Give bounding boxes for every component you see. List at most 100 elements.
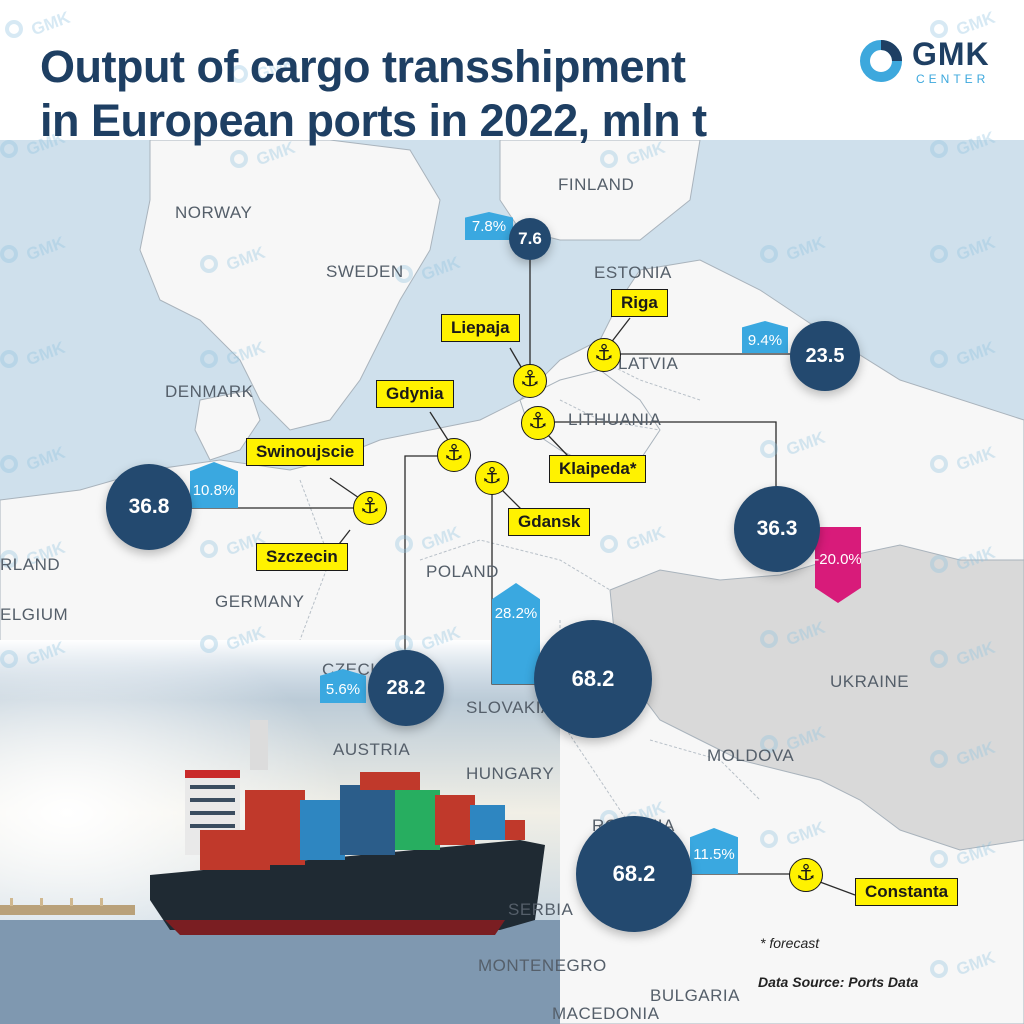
anchor-icon-constanta: ⚓ (789, 858, 823, 892)
page-title: Output of cargo transshipment in Europea… (40, 40, 707, 148)
volume-bubble-gdynia: 28.2 (368, 650, 444, 726)
change-badge-szczecin-swinoujscie: 10.8% (190, 462, 238, 508)
watermark: GMK (0, 638, 90, 680)
connector-gdansk-label (499, 487, 523, 511)
anchor-icon-liepaja: ⚓ (513, 364, 547, 398)
watermark-ring-icon (930, 245, 948, 263)
logo-subtitle: CENTER (916, 72, 990, 86)
watermark: GMK (760, 233, 850, 275)
watermark-ring-icon (930, 750, 948, 768)
watermark-ring-icon (760, 245, 778, 263)
country-bulgaria: BULGARIA (650, 986, 740, 1005)
watermark-ring-icon (0, 455, 18, 473)
watermark: GMK (930, 338, 1020, 380)
watermark-ring-icon (0, 245, 18, 263)
volume-bubble-constanta: 68.2 (576, 816, 692, 932)
anchor-icon-klaipeda: ⚓ (521, 406, 555, 440)
connector-gdansk (491, 478, 540, 685)
watermark: GMK (930, 838, 1020, 880)
watermark-ring-icon (200, 635, 218, 653)
watermark-ring-icon (395, 265, 413, 283)
country-macedonia: MACEDONIA (552, 1004, 660, 1023)
country-ukraine: UKRAINE (830, 672, 910, 691)
watermark: GMK (200, 243, 290, 285)
watermark: GMK (200, 528, 290, 570)
watermark: GMK (930, 128, 1020, 170)
watermark-ring-icon (760, 830, 778, 848)
watermark: GMK (0, 443, 90, 485)
watermark: GMK (930, 948, 1020, 990)
country-austria: AUSTRIA (333, 740, 411, 759)
title-line-2: in European ports in 2022, mln t (40, 95, 707, 146)
watermark-ring-icon (5, 20, 23, 38)
watermark-ring-icon (230, 150, 248, 168)
port-label-klaipeda: Klaipeda* (549, 455, 647, 483)
port-label-liepaja: Liepaja (441, 314, 520, 342)
volume-bubble-liepaja: 7.6 (509, 218, 551, 260)
watermark-ring-icon (760, 440, 778, 458)
country-latvia: LATVIA (618, 354, 679, 373)
watermark: GMK (930, 638, 1020, 680)
watermark-ring-icon (200, 540, 218, 558)
watermark: GMK (760, 618, 850, 660)
title-backdrop (0, 0, 1024, 140)
watermark-ring-icon (930, 455, 948, 473)
land-ukraine (609, 544, 1024, 851)
anchor-icon-szczecin: ⚓ (353, 491, 387, 525)
logo-ring-icon (860, 40, 902, 82)
watermark: GMK (395, 523, 485, 565)
watermark: GMK (930, 738, 1020, 780)
anchor-icon-riga: ⚓ (587, 338, 621, 372)
change-badge-gdynia: 5.6% (320, 669, 366, 703)
watermark-ring-icon (930, 350, 948, 368)
land-baltics (519, 369, 661, 471)
watermark-ring-icon (930, 650, 948, 668)
country-poland: POLAND (426, 562, 499, 581)
watermark: GMK (930, 443, 1020, 485)
title-line-1: Output of cargo transshipment (40, 41, 686, 92)
change-badge-gdansk: 28.2% (492, 583, 540, 684)
watermark-ring-icon (0, 140, 18, 158)
volume-bubble-szczecin-swinoujscie: 36.8 (106, 464, 192, 550)
country-estonia: ESTONIA (594, 263, 672, 282)
country-norway: NORWAY (175, 203, 253, 222)
watermark: GMK (600, 138, 690, 180)
watermark: GMK (930, 543, 1020, 585)
country-belgium: ELGIUM (0, 605, 69, 624)
port-label-riga: Riga (611, 289, 668, 317)
watermark: GMK (230, 138, 320, 180)
watermark: GMK (930, 233, 1020, 275)
watermark-ring-icon (930, 555, 948, 573)
volume-bubble-klaipeda: 36.3 (734, 486, 820, 572)
watermark: GMK (930, 8, 1020, 50)
watermark: GMK (760, 428, 850, 470)
volume-bubble-gdansk: 68.2 (534, 620, 652, 738)
anchor-icon-gdansk: ⚓ (475, 461, 509, 495)
watermark: GMK (230, 53, 320, 95)
logo-word: GMK (912, 36, 990, 72)
country-moldova: MOLDOVA (707, 746, 795, 765)
watermark: GMK (395, 253, 485, 295)
watermark-ring-icon (200, 350, 218, 368)
watermark: GMK (760, 818, 850, 860)
watermark: GMK (200, 338, 290, 380)
country-sweden: SWEDEN (326, 262, 404, 281)
watermark-ring-icon (200, 255, 218, 273)
change-badge-riga: 9.4% (742, 321, 788, 353)
connector-klaipeda (540, 421, 777, 490)
port-label-gdynia: Gdynia (376, 380, 454, 408)
watermark-ring-icon (230, 65, 248, 83)
country-germany: GERMANY (215, 592, 305, 611)
watermark-ring-icon (930, 850, 948, 868)
watermark-ring-icon (395, 535, 413, 553)
land-denmark (194, 389, 261, 461)
connector-constanta-label (819, 881, 856, 896)
watermark: GMK (5, 8, 95, 50)
country-lithuania: LITHUANIA (568, 410, 662, 429)
anchor-icon-gdynia: ⚓ (437, 438, 471, 472)
watermark: GMK (0, 233, 90, 275)
country-slovakia: SLOVAKIA (466, 698, 553, 717)
country-serbia: SERBIA (508, 900, 574, 919)
country-denmark: DENMARK (165, 382, 254, 401)
